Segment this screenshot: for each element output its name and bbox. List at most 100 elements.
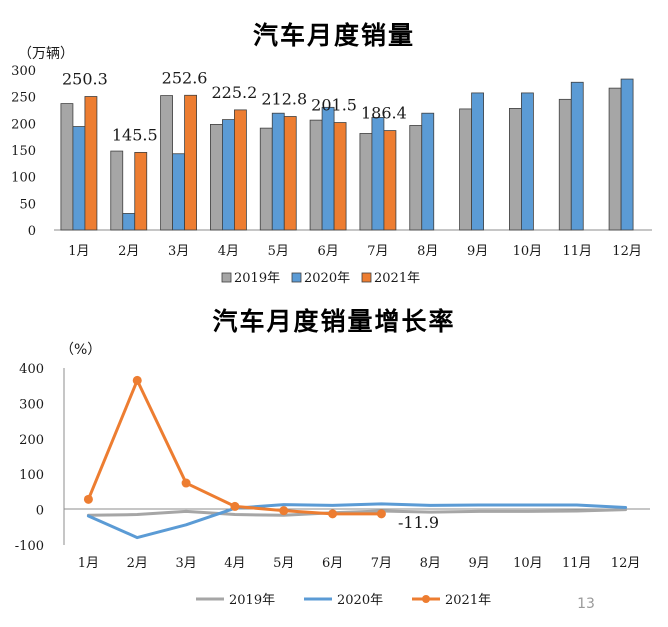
line-chart: 汽车月度销量增长率 （%） -100 0 100 200 300 400 1月 2月 3月 4月… [15, 307, 650, 612]
bar-data-label: 252.6 [162, 68, 208, 87]
line-chart-unit: （%） [60, 342, 101, 358]
bar-2019年 [459, 108, 472, 231]
bar-2020年 [321, 106, 335, 231]
bar-x-tick-label: 2月 [118, 244, 139, 259]
line-series [83, 375, 628, 540]
line-point-2021年 [376, 509, 386, 519]
line-x-tick-label: 4月 [224, 556, 245, 571]
line-point-2021年 [181, 478, 191, 488]
bar-x-tick-label: 8月 [417, 244, 438, 259]
bar-2020年 [620, 78, 634, 231]
line-y-tick-label: 400 [19, 362, 44, 377]
bar-x-tick-label: 7月 [367, 244, 388, 259]
legend-label: 2019年 [234, 271, 280, 286]
page-number: 13 [577, 596, 595, 612]
legend-swatch-2021年 [361, 272, 372, 283]
bar-2021年 [383, 130, 397, 231]
bar-2020年 [471, 92, 484, 231]
legend-label: 2021年 [445, 593, 491, 608]
line-chart-title: 汽车月度销量增长率 [212, 307, 455, 336]
line-x-tick-label: 10月 [513, 556, 543, 571]
bar-2020年 [521, 92, 534, 231]
legend-label: 2020年 [337, 593, 383, 608]
line-x-tick-label: 11月 [562, 556, 592, 571]
bar-2019年 [608, 87, 622, 231]
bar-2020年 [271, 112, 285, 231]
bar-2021年 [283, 116, 297, 231]
line-x-tick-label: 1月 [78, 556, 99, 571]
bar-2019年 [558, 98, 572, 231]
bar-x-tick-label: 4月 [218, 244, 239, 259]
bar-x-tick-label: 6月 [317, 244, 338, 259]
bar-2020年 [421, 112, 435, 231]
bar-chart: 汽车月度销量 （万辆） 0 50 100 150 200 250 300 1月 2月 3月 4月 5… [11, 21, 652, 286]
bar-y-tick-label: 200 [11, 117, 36, 132]
bar-y-tick-label: 50 [19, 197, 36, 212]
bar-2020年 [570, 81, 584, 231]
legend-swatch-2020年 [291, 272, 302, 283]
bar-2021年 [84, 96, 98, 231]
legend-label: 2020年 [304, 271, 350, 286]
bar-x-tick-label: 9月 [467, 244, 488, 259]
bar-data-label: 145.5 [112, 125, 158, 144]
bar-data-label: 201.5 [311, 96, 357, 115]
bar-2020年 [371, 117, 385, 231]
line-y-tick-label: 100 [19, 468, 44, 483]
bar-2021年 [134, 151, 148, 231]
line-y-tick-labels: -100 0 100 200 300 400 [15, 362, 44, 554]
bar-2019年 [409, 125, 423, 231]
bar-y-tick-label: 100 [11, 171, 36, 186]
legend-swatch-2019年 [221, 272, 232, 283]
line-y-tick-label: 0 [36, 504, 44, 519]
bar-2019年 [60, 103, 74, 231]
bar-y-tick-label: 300 [11, 64, 36, 79]
bar-y-tick-label: 0 [28, 224, 36, 239]
bar-2019年 [259, 127, 273, 231]
line-x-tick-label: 12月 [611, 556, 641, 571]
line-2019年 [86, 508, 628, 517]
bar-2019年 [359, 133, 373, 231]
bar-x-tick-label: 3月 [168, 244, 189, 259]
bar-data-label: 225.2 [212, 83, 258, 102]
bar-2020年 [222, 119, 235, 231]
line-x-tick-label: 2月 [127, 556, 148, 571]
bar-2019年 [210, 124, 223, 231]
line-x-tick-label: 3月 [175, 556, 196, 571]
line-2021年 [86, 378, 383, 516]
line-x-tick-labels: 1月 2月 3月 4月 5月 6月 7月 8月 9月 10月 11月 12月 [78, 556, 641, 571]
line-x-tick-label: 7月 [371, 556, 392, 571]
legend-label: 2019年 [229, 593, 275, 608]
bar-y-tick-labels: 0 50 100 150 200 250 300 [11, 64, 36, 239]
bar-y-tick-label: 150 [11, 144, 36, 159]
bar-2021年 [234, 109, 247, 231]
bar-x-tick-label: 10月 [513, 244, 543, 259]
bar-chart-title: 汽车月度销量 [253, 21, 415, 50]
line-point-2021年 [132, 375, 142, 385]
bar-x-tick-label: 1月 [68, 244, 89, 259]
bar-legend: 2019年 2020年 2021年 [221, 271, 420, 286]
line-y-tick-label: 300 [19, 397, 44, 412]
bar-2021年 [333, 122, 347, 231]
line-y-tick-label: 200 [19, 433, 44, 448]
bar-data-label: 250.3 [62, 70, 108, 89]
line-x-tick-label: 6月 [322, 556, 343, 571]
bar-2020年 [172, 153, 185, 231]
bar-series [60, 78, 634, 231]
bar-2019年 [160, 95, 173, 231]
bar-data-label: 212.8 [261, 90, 307, 109]
bar-y-tick-label: 250 [11, 91, 36, 106]
line-point-2021年 [279, 506, 289, 516]
line-x-tick-label: 5月 [273, 556, 294, 571]
line-point-2021年 [230, 501, 240, 511]
line-y-tick-label: -100 [15, 539, 44, 554]
bar-x-tick-labels: 1月 2月 3月 4月 5月 6月 7月 8月 9月 10月 11月 12月 [68, 244, 642, 259]
bar-data-label: 186.4 [361, 104, 407, 123]
line-point-2021年 [328, 509, 338, 519]
legend-marker-2021年 [422, 595, 430, 603]
bar-chart-unit: （万辆） [18, 46, 74, 62]
line-x-tick-label: 8月 [420, 556, 441, 571]
bar-2021年 [184, 94, 197, 231]
bar-x-tick-label: 11月 [562, 244, 592, 259]
